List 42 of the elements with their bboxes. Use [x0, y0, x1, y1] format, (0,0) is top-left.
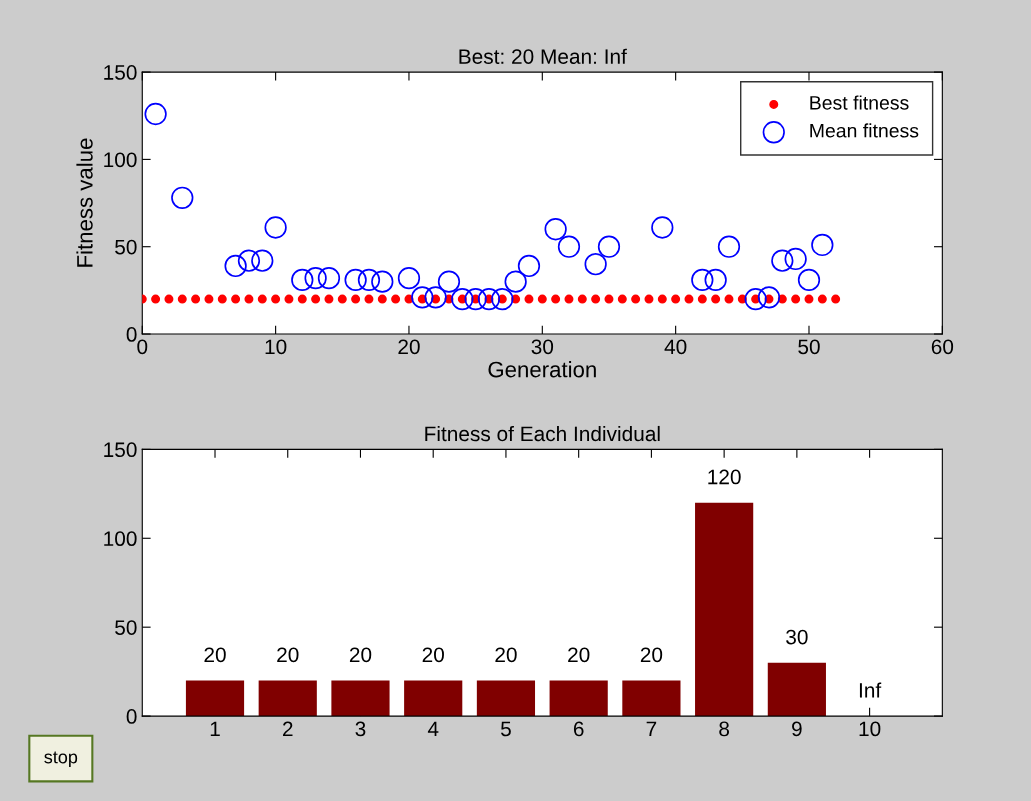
y-tick-label: 0: [126, 709, 137, 724]
legend-label: Best fitness: [810, 95, 909, 110]
text: stop: [44, 751, 78, 767]
x-tick-label: 20: [398, 339, 420, 355]
x-tick-label: 0: [137, 339, 148, 355]
x-tick-label: 4: [427, 721, 439, 737]
data-label: 120: [708, 469, 741, 485]
data-label: 20: [640, 647, 663, 663]
y-tick-label: 150: [104, 65, 137, 80]
data-label: 20: [204, 647, 226, 663]
x-tick-label: 9: [792, 721, 802, 737]
x-tick-label: 10: [859, 721, 881, 737]
x-tick-label: 10: [265, 339, 287, 355]
x-tick-label: 6: [573, 721, 584, 737]
y-tick-label: 100: [104, 531, 137, 547]
y-axis-title: Fitness value: [76, 138, 93, 267]
x-tick-label: 30: [531, 339, 554, 355]
data-label: 20: [568, 647, 590, 663]
y-tick-label: 50: [115, 620, 137, 635]
legend-label: Mean fitness: [810, 123, 919, 138]
x-tick-label: 1: [210, 721, 220, 737]
chart-title: Best: 20 Mean: Inf: [459, 48, 627, 64]
y-tick-label: 150: [104, 442, 137, 458]
x-tick-label: 60: [931, 339, 954, 355]
x-tick-label: 2: [283, 721, 293, 737]
data-label: 30: [786, 629, 808, 645]
data-label: 20: [277, 647, 299, 663]
x-axis-title: Generation: [488, 361, 596, 378]
data-label: 20: [495, 647, 517, 663]
data-label: 20: [349, 647, 372, 663]
x-tick-label: 8: [719, 721, 730, 737]
x-tick-label: 7: [646, 721, 657, 737]
x-tick-label: 50: [798, 339, 820, 355]
chart-title: Fitness of Each Individual: [425, 425, 660, 442]
x-tick-label: 40: [664, 339, 687, 355]
x-tick-label: 5: [500, 721, 511, 737]
x-tick-label: 3: [355, 721, 366, 737]
y-tick-label: 100: [104, 152, 137, 168]
y-tick-label: 50: [115, 239, 137, 255]
y-tick-label: 0: [126, 327, 137, 342]
text: Inf: [859, 682, 882, 698]
data-label: 20: [422, 647, 444, 663]
